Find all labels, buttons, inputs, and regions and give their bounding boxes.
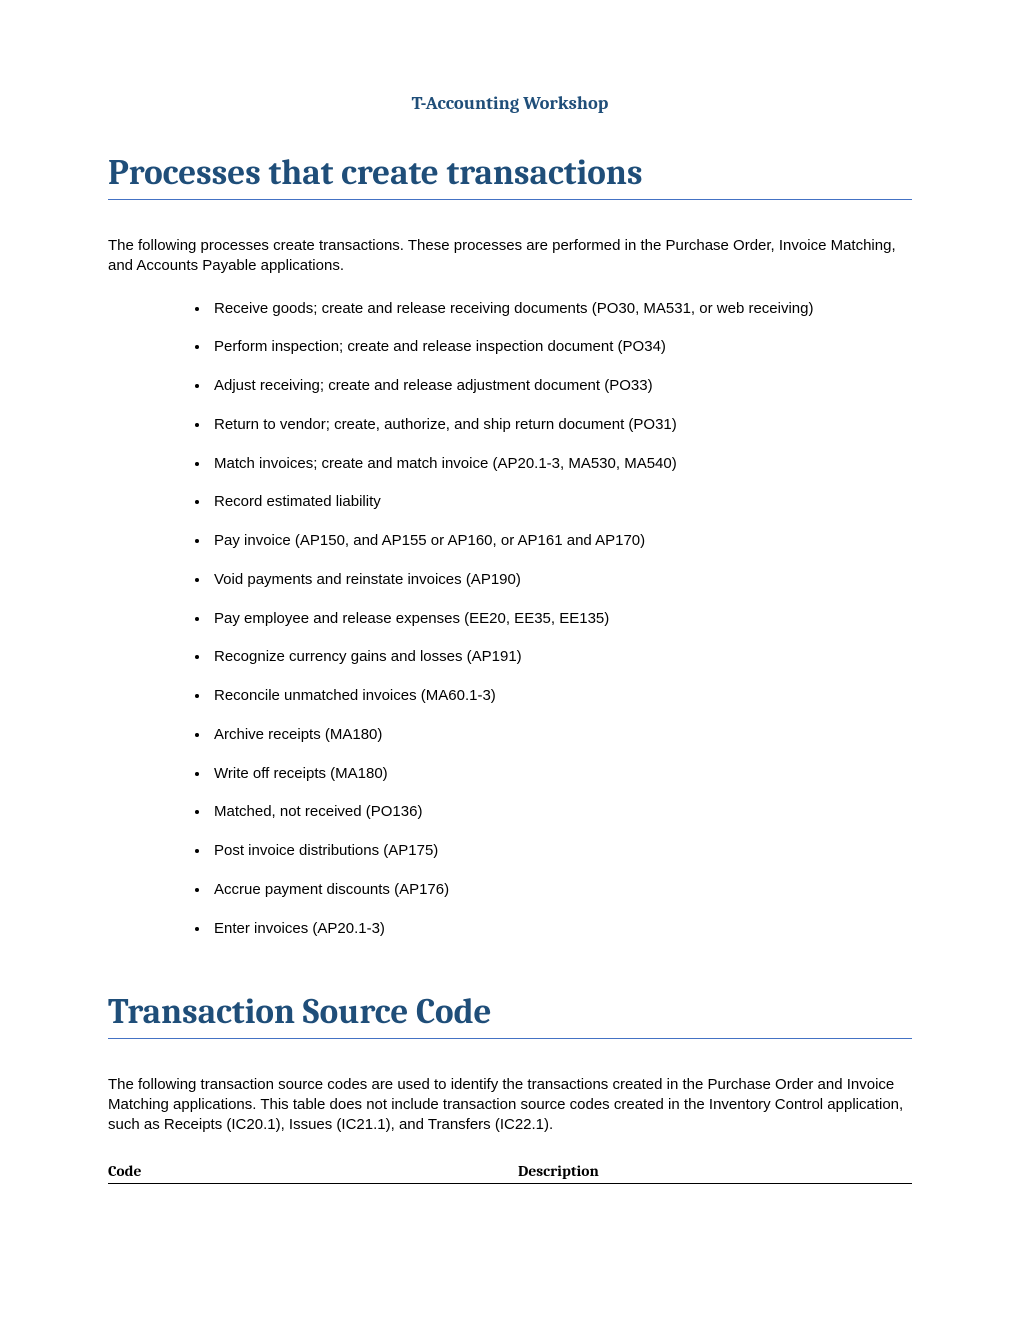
list-item: Perform inspection; create and release i… <box>210 337 912 357</box>
document-page: T-Accounting Workshop Processes that cre… <box>0 0 1020 1224</box>
list-item: Recognize currency gains and losses (AP1… <box>210 647 912 667</box>
list-item: Void payments and reinstate invoices (AP… <box>210 570 912 590</box>
list-item: Adjust receiving; create and release adj… <box>210 376 912 396</box>
section2-intro: The following transaction source codes a… <box>108 1075 912 1136</box>
list-item: Pay employee and release expenses (EE20,… <box>210 609 912 629</box>
workshop-header: T-Accounting Workshop <box>108 92 912 114</box>
section1-intro: The following processes create transacti… <box>108 236 912 277</box>
list-item: Return to vendor; create, authorize, and… <box>210 415 912 435</box>
list-item: Accrue payment discounts (AP176) <box>210 880 912 900</box>
list-item: Archive receipts (MA180) <box>210 725 912 745</box>
list-item: Record estimated liability <box>210 492 912 512</box>
list-item: Match invoices; create and match invoice… <box>210 454 912 474</box>
list-item: Reconcile unmatched invoices (MA60.1-3) <box>210 686 912 706</box>
list-item: Matched, not received (PO136) <box>210 802 912 822</box>
section2-heading: Transaction Source Code <box>108 991 912 1039</box>
list-item: Pay invoice (AP150, and AP155 or AP160, … <box>210 531 912 551</box>
table-header-row: Code Description <box>108 1162 912 1184</box>
list-item: Write off receipts (MA180) <box>210 764 912 784</box>
section1-heading: Processes that create transactions <box>108 152 912 200</box>
list-item: Post invoice distributions (AP175) <box>210 841 912 861</box>
process-list: Receive goods; create and release receiv… <box>108 299 912 939</box>
table-header-code: Code <box>108 1162 518 1180</box>
table-header-description: Description <box>518 1162 912 1180</box>
list-item: Receive goods; create and release receiv… <box>210 299 912 319</box>
list-item: Enter invoices (AP20.1-3) <box>210 919 912 939</box>
